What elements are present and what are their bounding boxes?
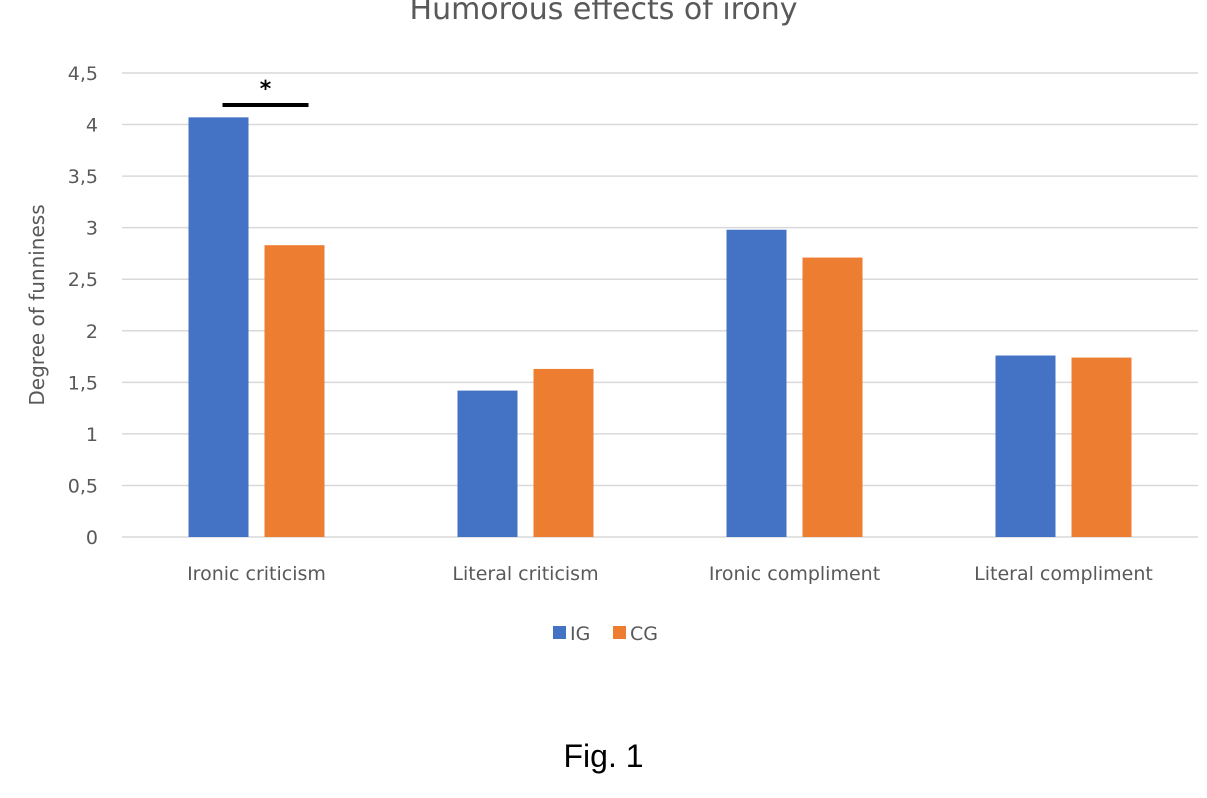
legend-label: CG bbox=[630, 623, 658, 645]
bar-ig bbox=[995, 355, 1056, 537]
bar-cg bbox=[802, 257, 863, 537]
significance-marker: * bbox=[260, 77, 272, 102]
bar-ig bbox=[726, 229, 787, 537]
y-tick-label: 0,5 bbox=[68, 475, 98, 497]
y-tick-label: 4 bbox=[86, 115, 98, 137]
y-tick-label: 4,5 bbox=[68, 63, 98, 85]
bar-cg bbox=[264, 245, 325, 537]
y-tick-label: 2 bbox=[86, 321, 98, 343]
y-tick-label: 1 bbox=[86, 424, 98, 446]
y-tick-label: 3 bbox=[86, 218, 98, 240]
y-tick-label: 3,5 bbox=[68, 166, 98, 188]
y-tick-label: 0 bbox=[86, 527, 98, 549]
y-axis-label: Degree of funniness bbox=[25, 204, 49, 405]
bar-ig bbox=[457, 390, 518, 537]
legend-label: IG bbox=[570, 623, 590, 645]
bar-cg bbox=[533, 368, 594, 537]
bar-cg bbox=[1071, 357, 1132, 537]
figure-caption: Fig. 1 bbox=[563, 738, 644, 774]
bar-ig bbox=[188, 117, 249, 538]
x-tick-label: Literal compliment bbox=[974, 563, 1153, 585]
x-tick-label: Literal criticism bbox=[452, 563, 598, 585]
legend-swatch-ig bbox=[553, 626, 566, 639]
chart-title: Humorous effects of irony bbox=[409, 0, 798, 27]
y-tick-label: 2,5 bbox=[68, 269, 98, 291]
x-tick-label: Ironic criticism bbox=[187, 563, 326, 585]
legend-swatch-cg bbox=[613, 626, 626, 639]
y-tick-label: 1,5 bbox=[68, 372, 98, 394]
x-tick-label: Ironic compliment bbox=[709, 563, 880, 585]
